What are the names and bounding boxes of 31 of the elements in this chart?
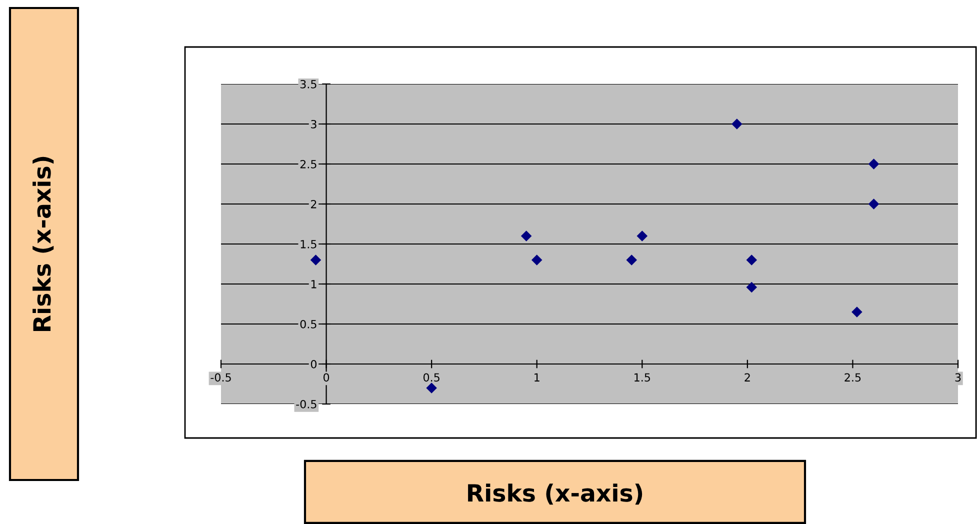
point bbox=[746, 282, 758, 293]
point bbox=[531, 254, 542, 266]
y-tick-label: 2 bbox=[311, 200, 316, 208]
point bbox=[868, 198, 880, 210]
point bbox=[732, 118, 742, 130]
x-tick-label: 1.5 bbox=[634, 373, 650, 382]
x-axis-title: Risks (x-axis) bbox=[468, 484, 642, 505]
y-tick-label: 1.5 bbox=[300, 240, 316, 248]
text: Risks (x-axis) bbox=[32, 156, 54, 331]
point bbox=[852, 306, 862, 318]
point bbox=[636, 230, 648, 242]
point bbox=[426, 382, 437, 394]
point bbox=[626, 254, 637, 266]
y-tick-label: -0.5 bbox=[296, 400, 316, 408]
y-tick-label: 0 bbox=[310, 360, 317, 368]
x-tick-label: 2 bbox=[744, 373, 750, 382]
y-tick-label: 0.5 bbox=[300, 320, 316, 328]
y-tick-label: 3.5 bbox=[300, 80, 316, 88]
x-tick-label: 2.5 bbox=[844, 373, 861, 382]
point bbox=[868, 158, 880, 170]
point bbox=[746, 254, 758, 266]
x-tick-label: 1 bbox=[534, 373, 540, 382]
x-tick-label: 0 bbox=[323, 373, 330, 382]
y-tick-label: 2.5 bbox=[300, 160, 316, 168]
x-tick-label: 3 bbox=[955, 373, 961, 382]
x-tick-label: 0.5 bbox=[423, 373, 440, 382]
point bbox=[310, 254, 322, 266]
y-tick-label: 3 bbox=[311, 120, 316, 128]
point bbox=[520, 230, 532, 242]
x-tick-label: -0.5 bbox=[210, 373, 231, 382]
y-tick-label: 1 bbox=[311, 280, 316, 288]
